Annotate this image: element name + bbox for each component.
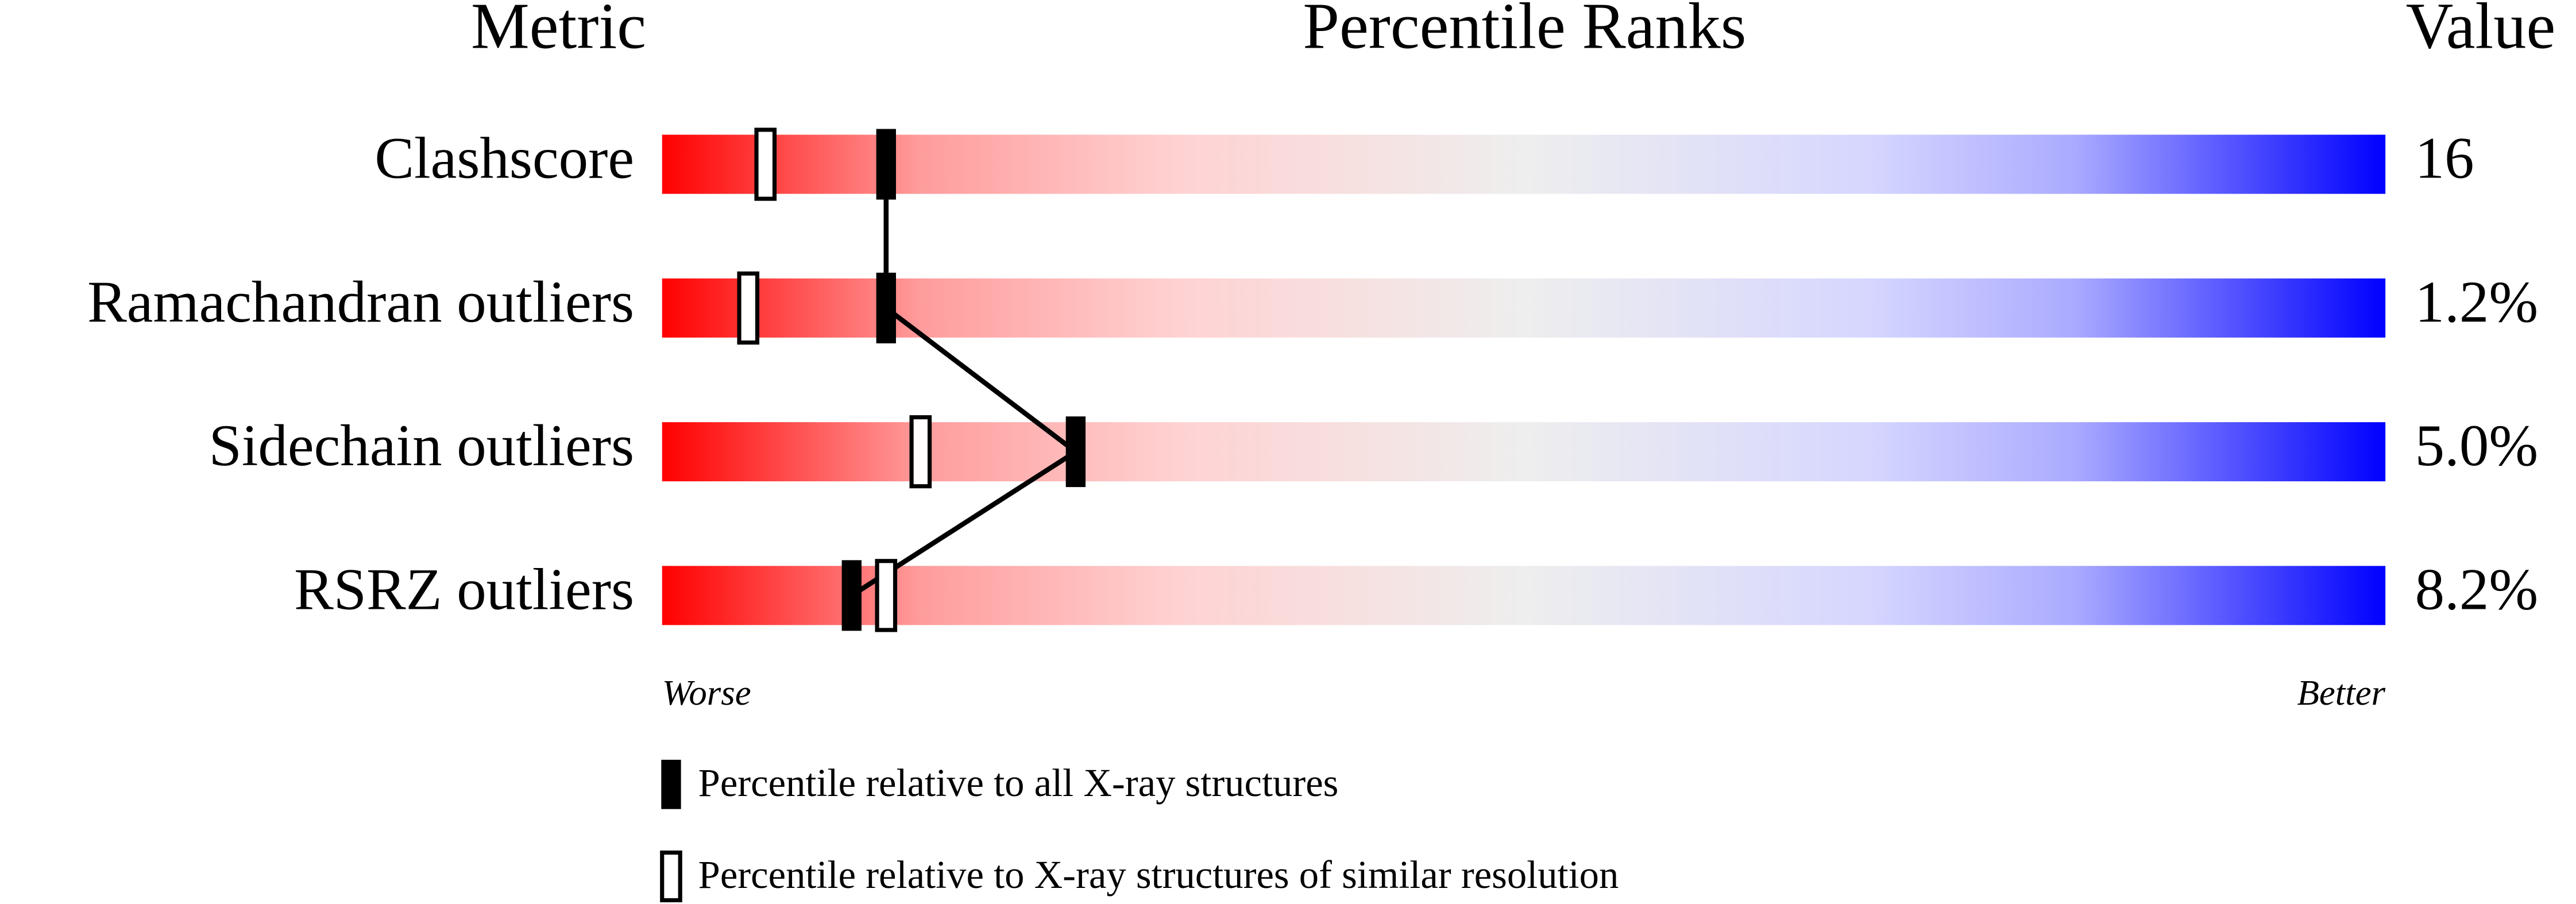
metric-value: 5.0%: [2415, 413, 2538, 478]
percentile-bar: [662, 134, 2386, 194]
percentile-bar: [662, 566, 2386, 625]
metric-label: RSRZ outliers: [294, 557, 634, 622]
better-label: Better: [2297, 673, 2385, 713]
metric-value: 16: [2415, 126, 2474, 191]
legend-swatch: [660, 850, 682, 902]
marker-similar: [909, 415, 932, 489]
ranks-header: Percentile Ranks: [1303, 0, 1746, 62]
metric-label: Sidechain outliers: [209, 413, 635, 478]
marker-all: [876, 272, 896, 343]
worse-label: Worse: [662, 673, 751, 713]
marker-all: [1065, 416, 1086, 488]
connector-line: [850, 164, 1080, 598]
marker-all: [841, 560, 862, 631]
value-header: Value: [2406, 0, 2556, 62]
metric-value: 8.2%: [2415, 557, 2538, 622]
percentile-bar: [662, 422, 2386, 482]
marker-similar: [737, 271, 760, 345]
metric-label: Ramachandran outliers: [87, 269, 634, 335]
marker-similar: [875, 559, 898, 632]
marker-all: [876, 129, 896, 200]
legend-swatch: [661, 759, 681, 809]
metric-value: 1.2%: [2415, 269, 2538, 335]
marker-similar: [754, 128, 777, 201]
metric-header: Metric: [471, 0, 646, 62]
legend-label: Percentile relative to X-ray structures …: [698, 853, 1619, 897]
legend-label: Percentile relative to all X-ray structu…: [698, 761, 1339, 805]
percentile-bar: [662, 278, 2386, 338]
metric-label: Clashscore: [374, 126, 634, 191]
